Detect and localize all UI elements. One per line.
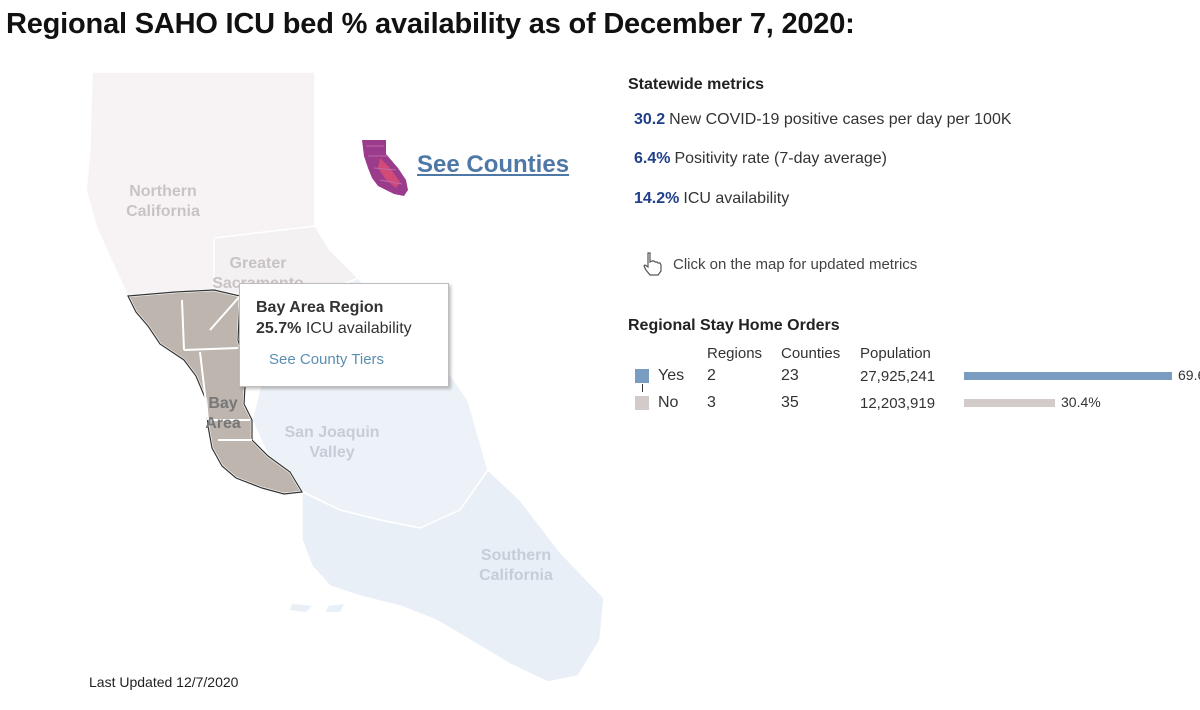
header-counties: Counties (781, 345, 841, 362)
metric-new-cases-value: 30.2 (634, 111, 666, 128)
tooltip-value: 25.7% (256, 320, 302, 337)
page-title: Regional SAHO ICU bed % availability as … (6, 8, 855, 40)
population-bar (964, 399, 1055, 407)
metric-new-cases: 30.2 New COVID-19 positive cases per day … (634, 111, 1012, 129)
label-sacramento-l1: Greater (230, 255, 287, 272)
statewide-metrics-title: Statewide metrics (628, 76, 765, 93)
california-counties-icon[interactable] (360, 138, 412, 198)
orders-title: Regional Stay Home Orders (628, 317, 840, 334)
pointer-hand-icon (643, 252, 662, 276)
label-southern-l2: California (479, 567, 553, 584)
metric-positivity: 6.4% Positivity rate (7-day average) (634, 150, 887, 168)
bay-area-outline (127, 289, 303, 495)
see-county-tiers-link[interactable]: See County Tiers (269, 351, 385, 368)
label-northern-l2: California (126, 203, 200, 220)
order-row-population: 27,925,241 (860, 368, 936, 385)
population-percent: 30.4% (1061, 394, 1101, 410)
metric-positivity-label: Positivity rate (7-day average) (674, 150, 887, 167)
legend-swatch[interactable] (635, 396, 649, 410)
metric-icu-value: 14.2% (634, 190, 680, 207)
metric-positivity-value: 6.4% (634, 150, 671, 167)
label-san-joaquin-l1: San Joaquin (284, 424, 379, 441)
metric-icu: 14.2% ICU availability (634, 190, 789, 208)
metric-icu-label: ICU availability (683, 190, 790, 207)
label-san-joaquin-l2: Valley (309, 444, 354, 461)
legend-swatch[interactable] (635, 369, 649, 383)
see-counties-link[interactable]: See Counties (417, 151, 570, 178)
population-percent: 69.6% (1178, 367, 1200, 383)
order-row-regions: 3 (707, 394, 716, 411)
order-row-label[interactable]: Yes (658, 367, 685, 384)
population-bar (964, 372, 1172, 380)
channel-islands (290, 604, 344, 612)
tooltip-value-label: ICU availability (305, 320, 412, 337)
legend-separator (642, 384, 643, 392)
map-hint: Click on the map for updated metrics (673, 256, 918, 273)
label-southern-l1: Southern (481, 547, 551, 564)
label-bay-area-l2: Area (205, 415, 241, 432)
label-bay-area-l1: Bay (208, 395, 237, 412)
order-row-population: 12,203,919 (860, 395, 936, 412)
order-row-counties: 23 (781, 367, 799, 384)
tooltip-title: Bay Area Region (256, 299, 384, 316)
bay-area-county-lines (181, 295, 252, 441)
region-southern-california[interactable] (301, 468, 605, 683)
header-regions: Regions (707, 345, 763, 362)
order-row-label[interactable]: No (658, 394, 679, 411)
region-tooltip: Bay Area Region 25.7% ICU availability S… (239, 283, 449, 387)
metric-new-cases-label: New COVID-19 positive cases per day per … (669, 111, 1012, 128)
last-updated: Last Updated 12/7/2020 (89, 674, 239, 690)
order-row-counties: 35 (781, 394, 799, 411)
tooltip-metric: 25.7% ICU availability (256, 320, 412, 338)
label-northern-l1: Northern (129, 183, 197, 200)
order-row-regions: 2 (707, 367, 716, 384)
header-population: Population (860, 345, 931, 362)
